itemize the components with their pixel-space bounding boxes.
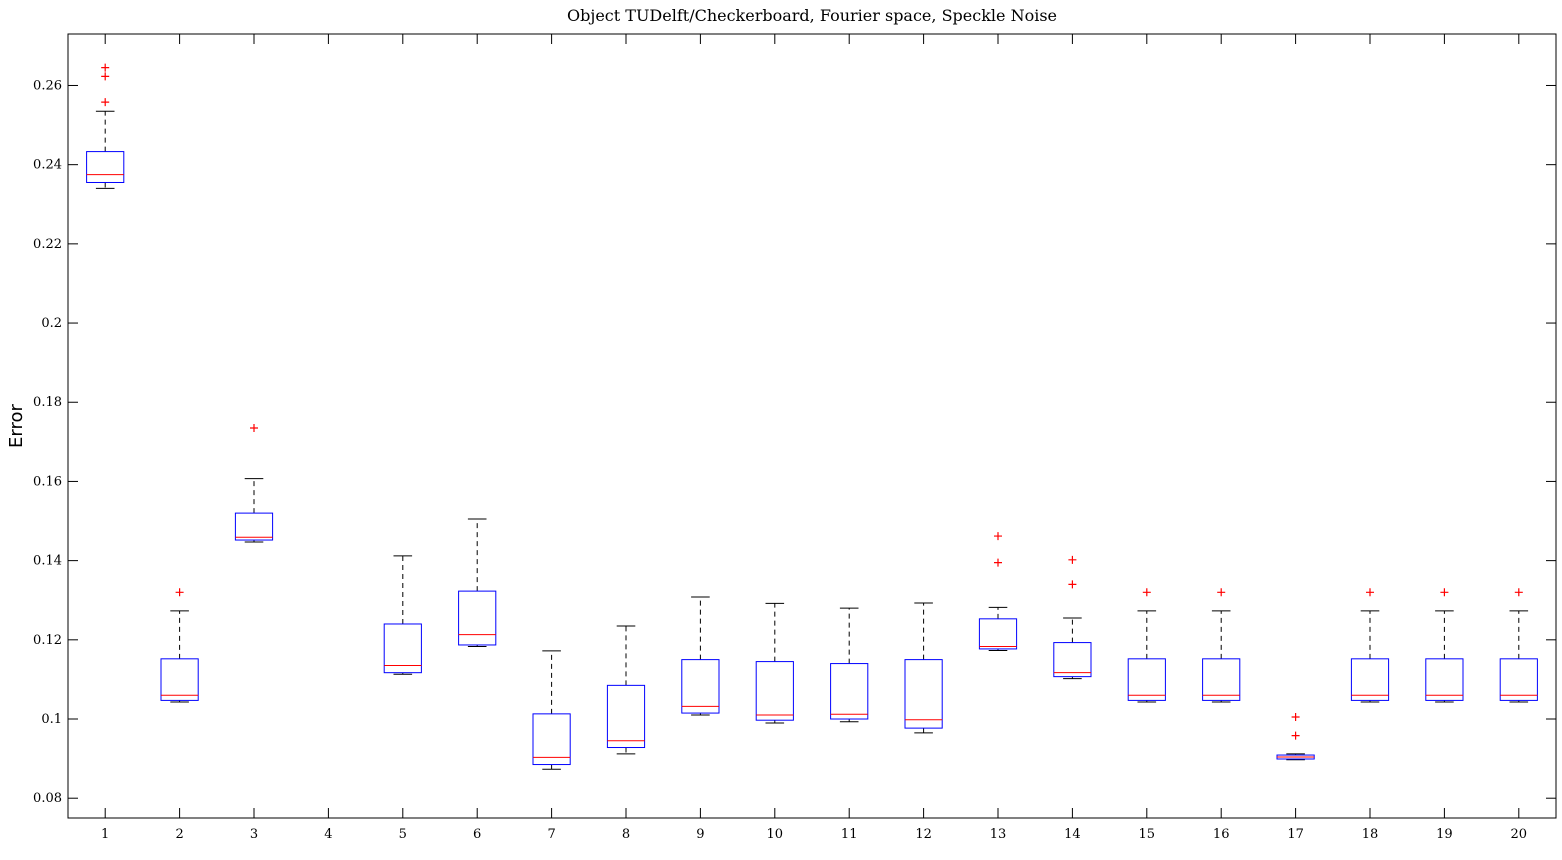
- box: [458, 590, 497, 646]
- box-group-15: [1127, 588, 1166, 703]
- outlier-marker: [1068, 555, 1077, 564]
- box: [681, 659, 720, 714]
- outlier-marker: [994, 532, 1002, 541]
- x-tick-label: 3: [250, 827, 258, 842]
- box-group-19: [1425, 588, 1464, 703]
- outlier-marker: [1514, 588, 1523, 597]
- outlier-marker: [101, 63, 110, 72]
- box-group-8: [606, 625, 646, 755]
- x-tick-label: 14: [1064, 827, 1081, 842]
- outlier-marker: [1142, 588, 1151, 597]
- x-tick-label: 12: [915, 827, 932, 842]
- box: [86, 151, 125, 183]
- x-tick-label: 18: [1362, 827, 1379, 842]
- outlier-marker: [1440, 588, 1449, 597]
- y-tick-label: 0.18: [33, 395, 62, 410]
- box-group-14: [1053, 555, 1092, 680]
- box-group-20: [1499, 588, 1538, 703]
- x-tick-label: 17: [1287, 827, 1304, 842]
- box: [1053, 642, 1092, 678]
- box: [978, 618, 1018, 650]
- box-group-2: [160, 588, 199, 703]
- box: [160, 658, 199, 701]
- y-tick-label: 0.14: [33, 554, 62, 569]
- box-group-18: [1350, 588, 1390, 703]
- y-tick-label: 0.12: [33, 633, 62, 648]
- outlier-marker: [1068, 580, 1077, 589]
- x-tick-label: 15: [1139, 827, 1156, 842]
- box-group-10: [755, 602, 794, 724]
- x-tick-label: 9: [696, 827, 704, 842]
- box-group-11: [830, 607, 869, 723]
- x-tick-label: 6: [473, 827, 481, 842]
- box-group-13: [978, 532, 1018, 652]
- x-tick-label: 7: [547, 827, 555, 842]
- outlier-marker: [1217, 588, 1226, 597]
- outlier-marker: [994, 558, 1002, 567]
- box: [1127, 658, 1166, 701]
- box: [383, 623, 422, 674]
- y-tick-label: 0.26: [33, 78, 62, 93]
- box-group-16: [1202, 588, 1241, 703]
- x-tick-label: 13: [990, 827, 1007, 842]
- box: [904, 659, 943, 729]
- y-tick-label: 0.08: [33, 791, 62, 806]
- box-group-12: [904, 602, 943, 734]
- x-tick-label: 19: [1436, 827, 1453, 842]
- outlier-marker: [101, 72, 110, 81]
- box: [1350, 658, 1390, 701]
- box: [1499, 658, 1538, 701]
- y-tick-label: 0.24: [33, 158, 62, 173]
- y-tick-label: 0.16: [33, 474, 62, 489]
- outlier-marker: [1291, 731, 1300, 740]
- y-tick-label: 0.2: [41, 316, 62, 331]
- box: [755, 661, 794, 721]
- axis-ticks: 0.080.10.120.140.160.180.20.220.240.261 2…: [33, 34, 1556, 842]
- x-tick-label: 2: [175, 827, 183, 842]
- x-tick-label: 10: [767, 827, 784, 842]
- box-group-3: [234, 423, 274, 543]
- x-tick-label: 20: [1511, 827, 1528, 842]
- chart-title: Object TUDelft/Checkerboard, Fourier spa…: [567, 6, 1057, 25]
- outlier-marker: [1366, 588, 1374, 597]
- box-group-9: [681, 596, 720, 716]
- outlier-marker: [1291, 713, 1300, 722]
- box: [606, 684, 646, 749]
- y-tick-label: 0.22: [33, 237, 62, 252]
- x-tick-label: 11: [841, 827, 858, 842]
- box: [532, 713, 571, 766]
- y-tick-label: 0.1: [41, 712, 62, 727]
- outlier-marker: [101, 98, 110, 107]
- box: [1202, 658, 1241, 701]
- box: [234, 512, 274, 541]
- plot-area-frame: [67, 33, 1557, 819]
- box-group-17: [1276, 713, 1315, 761]
- box-group-5: [383, 555, 422, 675]
- box-group-6: [458, 518, 497, 648]
- box: [830, 663, 869, 720]
- box-group-7: [532, 650, 571, 770]
- x-tick-label: 16: [1213, 827, 1230, 842]
- outlier-marker: [250, 423, 258, 432]
- x-tick-label: 8: [622, 827, 630, 842]
- box-group-1: [86, 63, 125, 189]
- outlier-marker: [175, 588, 184, 597]
- x-tick-label: 5: [399, 827, 407, 842]
- x-tick-label: 1: [101, 827, 109, 842]
- x-tick-label: 4: [324, 827, 332, 842]
- box: [1425, 658, 1464, 701]
- y-axis-label: Error: [6, 403, 27, 447]
- box-series: [86, 63, 1538, 770]
